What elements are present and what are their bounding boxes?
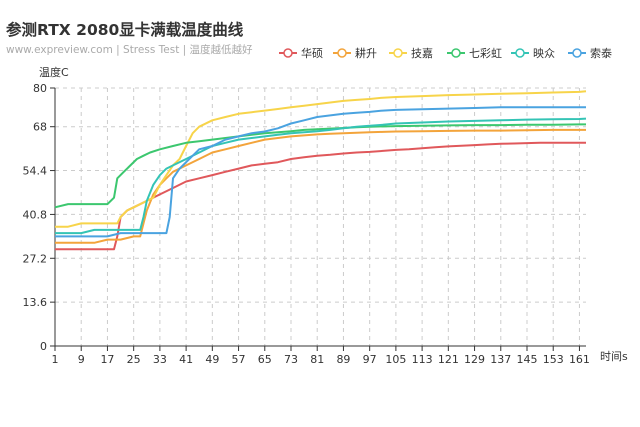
x-axis-label: 时间s bbox=[600, 350, 628, 363]
series-line-6 bbox=[55, 106, 586, 238]
legend-item-1[interactable]: 华硕 bbox=[279, 46, 323, 60]
x-tick-label: 57 bbox=[232, 353, 246, 366]
y-tick-label: 80 bbox=[33, 82, 47, 95]
legend-label: 华硕 bbox=[301, 46, 323, 60]
chart-series bbox=[54, 90, 587, 251]
series-line-3 bbox=[55, 90, 587, 228]
x-tick-label: 145 bbox=[517, 353, 538, 366]
x-tick-label: 97 bbox=[363, 353, 377, 366]
series-line-2 bbox=[55, 128, 586, 244]
x-tick-label: 137 bbox=[490, 353, 511, 366]
legend-marker bbox=[337, 48, 347, 58]
y-axis-label: 温度C bbox=[39, 65, 69, 79]
legend-marker bbox=[515, 48, 525, 58]
legend-label: 索泰 bbox=[590, 46, 612, 60]
x-tick-label: 153 bbox=[543, 353, 564, 366]
legend-label: 技嘉 bbox=[411, 46, 433, 60]
chart-subtitle: www.expreview.com | Stress Test | 温度越低越好 bbox=[6, 43, 253, 56]
x-tick-label: 81 bbox=[310, 353, 324, 366]
legend-item-4[interactable]: 七彩虹 bbox=[447, 47, 502, 60]
y-tick-label: 0 bbox=[40, 340, 47, 353]
chart-title: 参测RTX 2080显卡满载温度曲线 bbox=[6, 20, 244, 39]
x-tick-label: 33 bbox=[153, 353, 167, 366]
y-tick-label: 13.6 bbox=[23, 296, 48, 309]
legend-item-6[interactable]: 索泰 bbox=[568, 46, 612, 60]
y-tick-label: 27.2 bbox=[23, 252, 48, 265]
legend-marker bbox=[283, 48, 293, 58]
legend-item-2[interactable]: 耕升 bbox=[333, 46, 377, 60]
y-tick-label: 40.8 bbox=[23, 208, 48, 221]
x-tick-label: 65 bbox=[258, 353, 272, 366]
x-tick-label: 49 bbox=[205, 353, 219, 366]
series-line-5 bbox=[55, 117, 587, 235]
series-line-4 bbox=[54, 123, 586, 209]
x-tick-label: 73 bbox=[284, 353, 298, 366]
legend-label: 映众 bbox=[533, 47, 555, 60]
legend-marker bbox=[393, 48, 403, 58]
x-tick-label: 161 bbox=[569, 353, 590, 366]
x-tick-label: 129 bbox=[464, 353, 485, 366]
legend-marker bbox=[451, 48, 461, 58]
legend-marker bbox=[572, 48, 582, 58]
legend-item-5[interactable]: 映众 bbox=[511, 47, 555, 60]
legend-item-3[interactable]: 技嘉 bbox=[389, 46, 433, 60]
x-tick-label: 17 bbox=[100, 353, 114, 366]
x-tick-label: 1 bbox=[52, 353, 59, 366]
legend-label: 七彩虹 bbox=[469, 47, 502, 60]
y-tick-label: 54.4 bbox=[23, 165, 48, 178]
x-tick-label: 121 bbox=[438, 353, 459, 366]
legend-label: 耕升 bbox=[355, 46, 377, 60]
x-tick-label: 25 bbox=[127, 353, 141, 366]
chart-legend: 华硕 耕升 技嘉 七彩虹 映众 索泰 bbox=[279, 46, 612, 60]
x-tick-label: 9 bbox=[78, 353, 85, 366]
x-tick-label: 105 bbox=[385, 353, 406, 366]
y-tick-label: 68 bbox=[33, 121, 47, 134]
chart-grid bbox=[55, 87, 586, 346]
x-tick-label: 113 bbox=[412, 353, 433, 366]
x-tick-label: 89 bbox=[336, 353, 350, 366]
x-tick-label: 41 bbox=[179, 353, 193, 366]
chart-axes: 0 13.6 27.2 40.8 54.4 68 80 1 9 17 25 33 41 49 57 65 73 8… bbox=[23, 82, 590, 366]
